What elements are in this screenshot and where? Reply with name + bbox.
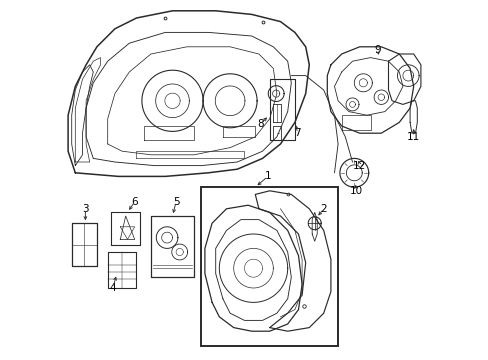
Text: 4: 4 xyxy=(110,283,116,293)
Text: 8: 8 xyxy=(257,119,264,129)
Text: 2: 2 xyxy=(320,204,326,214)
Text: 3: 3 xyxy=(82,204,88,214)
Text: 12: 12 xyxy=(352,161,366,171)
Bar xyxy=(201,187,337,346)
Text: 6: 6 xyxy=(131,197,138,207)
Text: 1: 1 xyxy=(264,171,271,181)
Text: 9: 9 xyxy=(374,45,380,55)
Text: 5: 5 xyxy=(172,197,179,207)
Text: 10: 10 xyxy=(349,186,362,196)
Text: 7: 7 xyxy=(294,128,301,138)
Text: 11: 11 xyxy=(406,132,420,142)
